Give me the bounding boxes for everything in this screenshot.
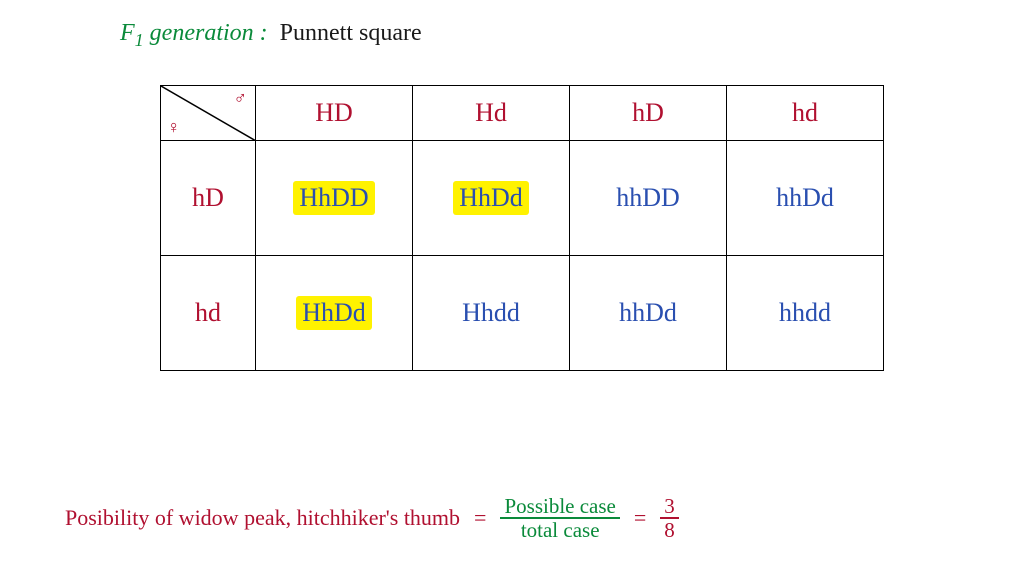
genotype: hhdd — [773, 296, 837, 330]
col-head-3: hd — [727, 86, 884, 141]
cell-1-2: hhDd — [570, 256, 727, 371]
cell-1-0: HhDd — [256, 256, 413, 371]
genotype: HhDD — [293, 181, 374, 215]
punnett-square: ♂ ♀ HD Hd hD hd hD HhDD HhDd hhDD hhDd h… — [160, 85, 884, 371]
title-colon: : — [260, 20, 268, 46]
title-word: generation — [150, 20, 254, 46]
title-prefix: F — [120, 20, 135, 46]
cell-1-1: Hhdd — [413, 256, 570, 371]
col-head-1: Hd — [413, 86, 570, 141]
frac-result-num: 3 — [660, 495, 679, 517]
conclusion-text: Posibility of widow peak, hitchhiker's t… — [65, 505, 460, 531]
genotype: hhDD — [610, 181, 686, 215]
col-head-2: hD — [570, 86, 727, 141]
title-line: F1 generation: Punnett square — [120, 20, 422, 51]
conclusion-line: Posibility of widow peak, hitchhiker's t… — [65, 495, 679, 541]
row-head-1: hd — [161, 256, 256, 371]
genotype: hhDd — [770, 181, 840, 215]
fraction-label: Possible case total case — [500, 495, 619, 541]
genotype: HhDd — [296, 296, 372, 330]
title-label: Punnett square — [280, 20, 422, 46]
male-symbol: ♂ — [234, 88, 248, 109]
equals-2: = — [634, 505, 646, 531]
title-sub: 1 — [135, 30, 144, 50]
title-f1: F1 generation: — [120, 20, 280, 46]
genotype: HhDd — [453, 181, 529, 215]
frac-result-den: 8 — [660, 519, 679, 541]
cell-1-3: hhdd — [727, 256, 884, 371]
equals-1: = — [474, 505, 486, 531]
table-row: hD HhDD HhDd hhDD hhDd — [161, 141, 884, 256]
row-head-0: hD — [161, 141, 256, 256]
fraction-result: 3 8 — [660, 495, 679, 541]
cell-0-2: hhDD — [570, 141, 727, 256]
genotype: Hhdd — [456, 296, 526, 330]
col-head-0: HD — [256, 86, 413, 141]
cell-0-0: HhDD — [256, 141, 413, 256]
female-symbol: ♀ — [167, 117, 181, 138]
cell-0-3: hhDd — [727, 141, 884, 256]
frac-label-num: Possible case — [500, 495, 619, 517]
frac-label-den: total case — [517, 519, 604, 541]
header-row: ♂ ♀ HD Hd hD hd — [161, 86, 884, 141]
table-row: hd HhDd Hhdd hhDd hhdd — [161, 256, 884, 371]
genotype: hhDd — [613, 296, 683, 330]
corner-cell: ♂ ♀ — [161, 86, 256, 141]
punnett-table: ♂ ♀ HD Hd hD hd hD HhDD HhDd hhDD hhDd h… — [160, 85, 884, 371]
cell-0-1: HhDd — [413, 141, 570, 256]
